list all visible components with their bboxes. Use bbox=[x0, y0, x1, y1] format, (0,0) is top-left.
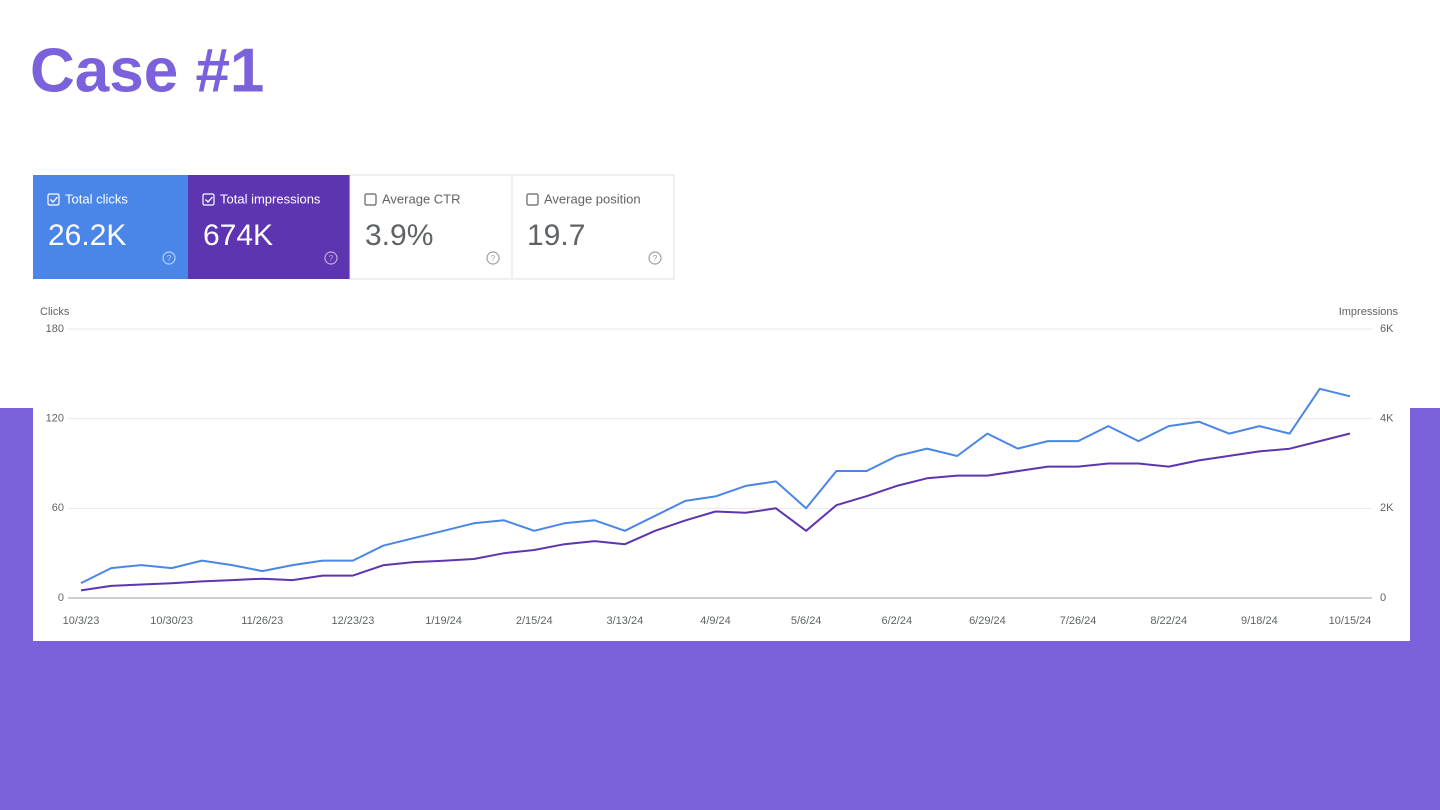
help-icon[interactable] bbox=[648, 251, 662, 265]
card-value: 26.2K bbox=[48, 219, 126, 252]
checkmark bbox=[50, 196, 58, 203]
series-line bbox=[80, 432, 1351, 592]
metric-card[interactable] bbox=[349, 174, 513, 280]
x-tick-label: 10/3/23 bbox=[63, 615, 100, 627]
y2-tick-label: 6K bbox=[1380, 323, 1394, 335]
series-line bbox=[80, 387, 1351, 584]
card-value: 3.9% bbox=[365, 219, 433, 252]
x-tick-label: 6/29/24 bbox=[969, 615, 1006, 627]
card-label: Total impressions bbox=[220, 191, 321, 206]
x-tick-label: 4/9/24 bbox=[700, 615, 731, 627]
card-label: Average CTR bbox=[382, 191, 461, 206]
y-tick-label: 60 bbox=[52, 502, 64, 514]
y-tick-label: 0 bbox=[58, 592, 64, 604]
metric-card[interactable] bbox=[188, 175, 350, 279]
card-value: 674K bbox=[203, 219, 273, 252]
x-tick-label: 10/15/24 bbox=[1329, 615, 1372, 627]
metric-card[interactable] bbox=[33, 175, 188, 279]
x-tick-label: 6/2/24 bbox=[881, 615, 912, 627]
help-mark: ? bbox=[167, 254, 172, 263]
y-tick-label: 180 bbox=[46, 323, 64, 335]
x-tick-label: 8/22/24 bbox=[1150, 615, 1187, 627]
y2-tick-label: 2K bbox=[1380, 502, 1394, 514]
help-mark: ? bbox=[653, 254, 658, 263]
help-mark: ? bbox=[329, 254, 334, 263]
card-label: Total clicks bbox=[65, 191, 128, 206]
y2-axis-title: Impressions bbox=[1339, 306, 1399, 318]
checkbox bbox=[364, 193, 377, 206]
help-icon[interactable] bbox=[324, 251, 338, 265]
card-label: Average position bbox=[544, 191, 641, 206]
y2-tick-label: 4K bbox=[1380, 413, 1394, 425]
y2-tick-label: 0 bbox=[1380, 592, 1386, 604]
checkmark bbox=[205, 196, 213, 203]
checkbox bbox=[202, 193, 215, 206]
checkbox bbox=[47, 193, 60, 206]
y-tick-label: 120 bbox=[46, 413, 64, 425]
metric-card[interactable] bbox=[511, 174, 675, 280]
x-tick-label: 5/6/24 bbox=[791, 615, 822, 627]
x-tick-label: 9/18/24 bbox=[1241, 615, 1278, 627]
x-tick-label: 11/26/23 bbox=[241, 615, 283, 627]
checkbox bbox=[526, 193, 539, 206]
y-axis-title: Clicks bbox=[40, 306, 70, 318]
x-tick-label: 3/13/24 bbox=[607, 615, 644, 627]
x-tick-label: 2/15/24 bbox=[516, 615, 553, 627]
help-icon[interactable] bbox=[486, 251, 500, 265]
x-tick-label: 1/19/24 bbox=[425, 615, 462, 627]
card-value: 19.7 bbox=[527, 219, 585, 252]
x-tick-label: 12/23/23 bbox=[332, 615, 375, 627]
slide-title: Case #1 bbox=[30, 36, 264, 105]
x-tick-label: 10/30/23 bbox=[150, 615, 193, 627]
x-tick-label: 7/26/24 bbox=[1060, 615, 1097, 627]
help-icon[interactable] bbox=[162, 251, 176, 265]
help-mark: ? bbox=[491, 254, 496, 263]
